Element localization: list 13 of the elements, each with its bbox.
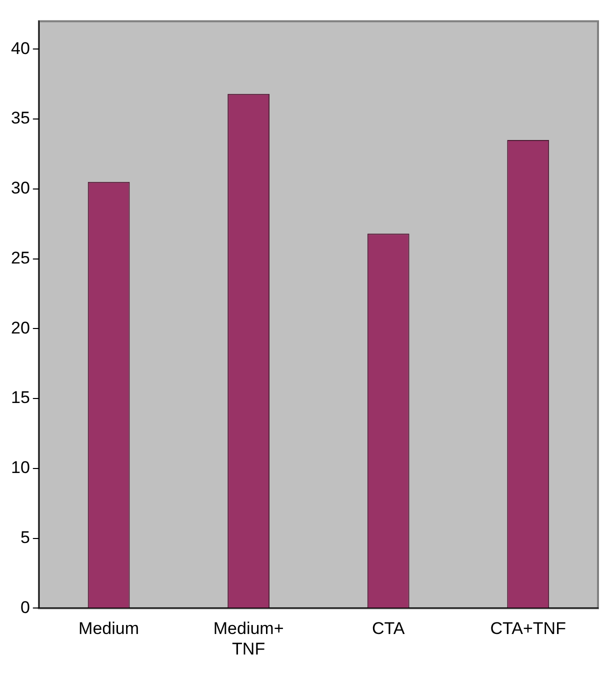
- x-tick-label: Medium+ TNF: [213, 619, 284, 658]
- y-tick-label: 25: [10, 248, 30, 268]
- y-tick-label: 15: [10, 388, 30, 408]
- x-tick-label: CTA+TNF: [490, 619, 566, 638]
- x-tick-label: CTA: [372, 619, 406, 638]
- x-tick-label: Medium: [78, 619, 140, 638]
- y-tick-label: 10: [10, 458, 30, 478]
- y-tick-label: 0: [20, 598, 30, 617]
- y-tick-label: 30: [10, 178, 30, 198]
- y-tick-label: 5: [20, 528, 30, 548]
- y-tick-label: 35: [10, 108, 30, 128]
- y-tick-label: 20: [10, 318, 30, 338]
- y-tick-label: 40: [10, 38, 30, 58]
